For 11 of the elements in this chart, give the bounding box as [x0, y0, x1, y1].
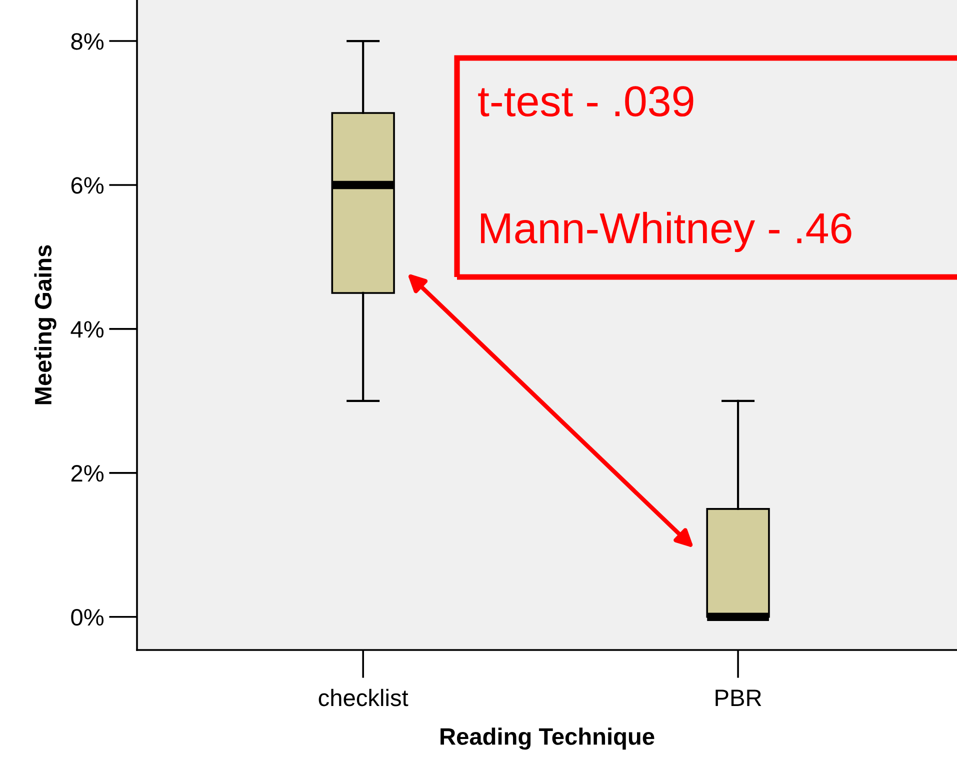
y-tick-label: 6%: [71, 177, 104, 194]
annotation: t-test - .039: [478, 86, 694, 117]
annotation: Mann-Whitney - .46: [481, 212, 852, 252]
y-tick-label: 4%: [70, 321, 104, 338]
x-axis-title: Reading Technique: [440, 728, 654, 750]
y-tick-label: 2%: [71, 464, 104, 482]
y-axis-title: Meeting Gains: [34, 245, 56, 404]
y-tick-label: 0%: [71, 608, 104, 626]
x-tick-label: checklist: [318, 688, 408, 706]
x-tick-label: PBR: [716, 690, 762, 706]
y-tick-label: 8%: [71, 33, 104, 50]
